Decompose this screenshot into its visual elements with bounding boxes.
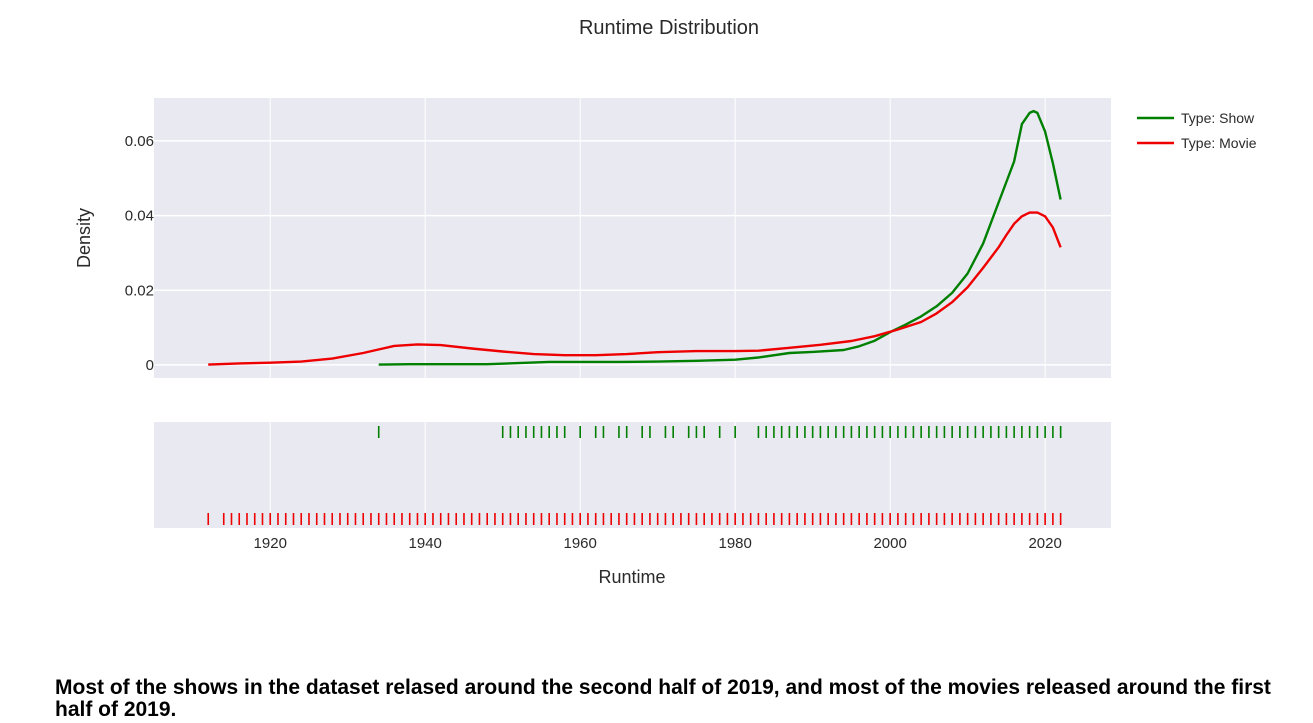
y-tick-label: 0 — [146, 357, 154, 374]
x-axis-label: Runtime — [598, 567, 665, 587]
y-tick-label: 0.04 — [125, 208, 154, 225]
y-axis-label: Density — [74, 208, 94, 268]
x-tick-label: 1920 — [254, 535, 287, 552]
runtime-distribution-chart: Runtime Distribution 00.020.040.06 1920 1… — [74, 17, 1257, 587]
legend-label: Type: Movie — [1181, 135, 1257, 151]
series-line-show — [378, 109, 1062, 366]
series-line-movie — [208, 211, 1062, 366]
x-tick-label: 2000 — [873, 535, 906, 552]
density-lines — [208, 109, 1062, 366]
y-tick-label: 0.02 — [125, 282, 154, 299]
chart-title: Runtime Distribution — [579, 17, 759, 39]
legend-item-show[interactable]: Type: Show — [1137, 110, 1255, 126]
density-plot-area — [154, 98, 1111, 378]
legend: Type: Show Type: Movie — [1137, 110, 1257, 151]
legend-item-movie[interactable]: Type: Movie — [1137, 135, 1257, 151]
x-axis-ticks: 1920 1940 1960 1980 2000 2020 — [254, 535, 1062, 552]
x-tick-label: 2020 — [1028, 535, 1061, 552]
rug-plot-area — [154, 422, 1111, 528]
legend-label: Type: Show — [1181, 110, 1255, 126]
x-tick-label: 1960 — [564, 535, 597, 552]
rug-marks — [207, 426, 1062, 525]
x-tick-label: 1980 — [718, 535, 751, 552]
x-tick-label: 1940 — [409, 535, 442, 552]
y-tick-label: 0.06 — [125, 133, 154, 150]
y-axis-ticks: 0 0.02 0.04 0.06 — [125, 133, 154, 374]
chart-caption: Most of the shows in the dataset relased… — [55, 676, 1271, 721]
gridlines — [154, 98, 1111, 528]
